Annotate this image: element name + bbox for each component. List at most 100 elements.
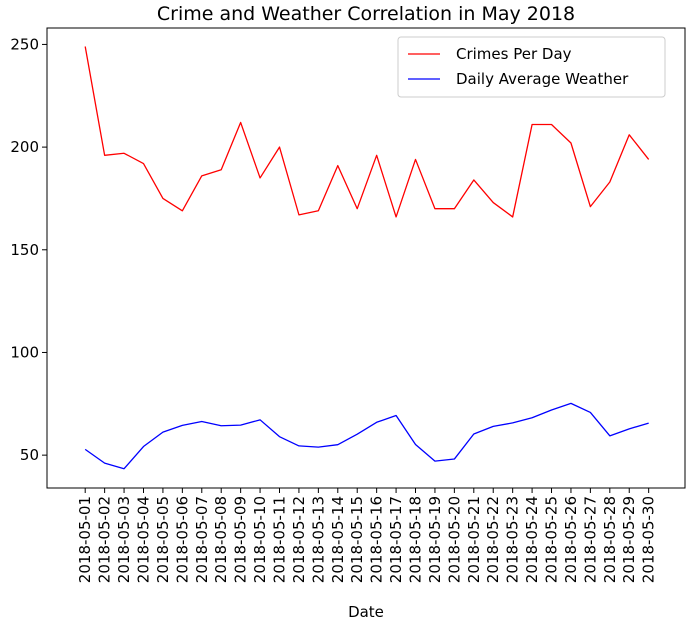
series-2-point <box>511 421 514 424</box>
x-tick-label: 2018-05-15 <box>348 496 366 583</box>
x-tick-label: 2018-05-06 <box>173 496 191 583</box>
series-1-point <box>259 176 262 179</box>
x-tick-label: 2018-05-12 <box>290 496 308 583</box>
series-2-point <box>259 418 262 421</box>
x-tick-label: 2018-05-08 <box>212 496 230 583</box>
series-2-point <box>123 467 126 470</box>
series-2-point <box>84 448 87 451</box>
series-2-point <box>356 433 359 436</box>
x-tick-label: 2018-05-10 <box>251 496 269 583</box>
series-2-point <box>531 416 534 419</box>
series-2-point <box>200 420 203 423</box>
series-line-2 <box>84 402 649 470</box>
series-1-point <box>103 154 106 157</box>
series-1-point <box>628 133 631 136</box>
x-tick-label: 2018-05-26 <box>562 496 580 583</box>
series-1-point <box>453 207 456 210</box>
series-1-point <box>356 207 359 210</box>
x-tick-label: 2018-05-19 <box>426 496 444 583</box>
x-tick-label: 2018-05-29 <box>620 496 638 583</box>
legend-box <box>397 36 666 98</box>
y-tick-label: 100 <box>10 343 39 361</box>
series-line-1 <box>84 46 650 218</box>
x-tick-label: 2018-05-13 <box>309 496 327 583</box>
series-1-point <box>200 174 203 177</box>
series-1-point <box>123 152 126 155</box>
series-2-point <box>628 427 631 430</box>
series-1-point <box>181 209 184 212</box>
series-2-point <box>297 444 300 447</box>
x-tick-label: 2018-05-24 <box>523 496 541 583</box>
x-axis-label: Date <box>348 603 384 621</box>
y-tick-label: 150 <box>10 241 39 259</box>
x-tick-label: 2018-05-05 <box>154 496 172 583</box>
series-1-point <box>531 123 534 126</box>
x-tick-label: 2018-05-03 <box>115 496 133 583</box>
series-1-point <box>375 154 378 157</box>
series-2-point <box>317 446 320 449</box>
series-2-point <box>395 414 398 417</box>
x-tick-label: 2018-05-25 <box>543 496 561 583</box>
x-tick-label: 2018-05-23 <box>504 496 522 583</box>
x-tick-label: 2018-05-14 <box>329 496 347 583</box>
x-tick-label: 2018-05-01 <box>76 496 94 583</box>
series-2-point <box>375 421 378 424</box>
series-1-point <box>492 201 495 204</box>
series-2-point <box>161 431 164 434</box>
chart-title: Crime and Weather Correlation in May 201… <box>157 3 575 25</box>
series-1-point <box>589 205 592 208</box>
y-tick-label: 200 <box>10 138 39 156</box>
series-2-point <box>433 460 436 463</box>
y-tick-label: 50 <box>20 446 39 464</box>
series-1-point <box>161 197 164 200</box>
series-1-point <box>220 168 223 171</box>
series-1-point <box>550 123 553 126</box>
series-2-point <box>550 408 553 411</box>
series-1-point <box>336 164 339 167</box>
plot-frame <box>46 27 686 489</box>
x-tick-label: 2018-05-02 <box>96 496 114 583</box>
series-2-point <box>239 424 242 427</box>
series-2-point <box>220 424 223 427</box>
series-2-point <box>589 411 592 414</box>
x-tick-label: 2018-05-04 <box>134 496 152 583</box>
x-tick-label: 2018-05-27 <box>581 496 599 583</box>
series-1-point <box>142 162 145 165</box>
series-1-point <box>278 146 281 149</box>
series-2-point <box>492 425 495 428</box>
x-tick-label: 2018-05-28 <box>601 496 619 583</box>
x-tick-label: 2018-05-11 <box>271 496 289 583</box>
series-1-point <box>433 207 436 210</box>
series-1-point <box>511 215 514 218</box>
x-tick-label: 2018-05-22 <box>484 496 502 583</box>
series-1-point <box>395 215 398 218</box>
series-2-point <box>453 458 456 461</box>
series-2-point <box>103 462 106 465</box>
series-1-point <box>297 213 300 216</box>
x-tick-label: 2018-05-21 <box>465 496 483 583</box>
x-tick-label: 2018-05-30 <box>640 496 658 583</box>
x-tick-label: 2018-05-20 <box>445 496 463 583</box>
series-2-point <box>142 445 145 448</box>
series-2-point <box>569 402 572 405</box>
x-tick-label: 2018-05-07 <box>193 496 211 583</box>
series-2-point <box>336 443 339 446</box>
series-1-point <box>608 181 611 184</box>
legend-label-2: Daily Average Weather <box>456 70 629 88</box>
x-tick-label: 2018-05-16 <box>368 496 386 583</box>
series-2-point <box>608 434 611 437</box>
y-tick-label: 250 <box>10 35 39 53</box>
legend-label-1: Crimes Per Day <box>456 45 572 63</box>
series-1-point <box>84 45 87 48</box>
series-1-point <box>472 178 475 181</box>
x-tick-label: 2018-05-09 <box>232 496 250 583</box>
x-tick-label: 2018-05-17 <box>387 496 405 583</box>
x-tick-label: 2018-05-18 <box>407 496 425 583</box>
series-1-point <box>239 121 242 124</box>
series-2-point <box>472 432 475 435</box>
series-1-point <box>317 209 320 212</box>
series-2-point <box>414 443 417 446</box>
series-2-point <box>278 435 281 438</box>
